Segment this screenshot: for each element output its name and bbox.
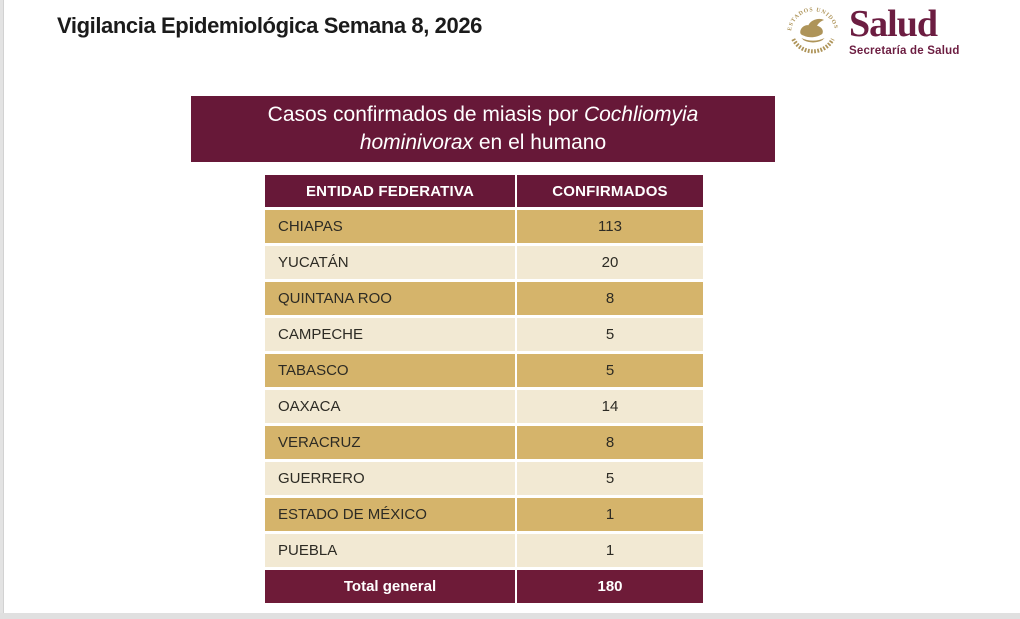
table-row: PUEBLA 1 xyxy=(265,534,703,567)
entity-cell: YUCATÁN xyxy=(265,246,515,279)
bottom-edge-strip xyxy=(0,613,1020,619)
confirmed-cell: 8 xyxy=(517,282,703,315)
entity-cell: CAMPECHE xyxy=(265,318,515,351)
confirmed-cell: 113 xyxy=(517,210,703,243)
entity-cell: GUERRERO xyxy=(265,462,515,495)
total-value-cell: 180 xyxy=(517,570,703,603)
confirmed-cell: 5 xyxy=(517,318,703,351)
table-row: CHIAPAS 113 xyxy=(265,210,703,243)
table-row: GUERRERO 5 xyxy=(265,462,703,495)
entity-cell: VERACRUZ xyxy=(265,426,515,459)
confirmed-cell: 1 xyxy=(517,534,703,567)
page-title: Vigilancia Epidemiológica Semana 8, 2026 xyxy=(57,13,483,38)
table-title-text: Casos confirmados de miasis por Cochliom… xyxy=(267,103,699,154)
entity-cell: ESTADO DE MÉXICO xyxy=(265,498,515,531)
table-row: YUCATÁN 20 xyxy=(265,246,703,279)
left-edge-strip xyxy=(0,0,4,619)
column-header-confirmados: CONFIRMADOS xyxy=(517,175,703,207)
entity-cell: CHIAPAS xyxy=(265,210,515,243)
cases-table: ENTIDAD FEDERATIVA CONFIRMADOS CHIAPAS 1… xyxy=(265,175,703,603)
salud-logo: ESTADOS UNIDOS MEXICANOS Salud Secretarí… xyxy=(784,2,960,60)
confirmed-cell: 14 xyxy=(517,390,703,423)
mexico-coat-of-arms-icon: ESTADOS UNIDOS MEXICANOS xyxy=(784,2,838,54)
table-row: CAMPECHE 5 xyxy=(265,318,703,351)
total-label-cell: Total general xyxy=(265,570,515,603)
confirmed-cell: 20 xyxy=(517,246,703,279)
entity-cell: PUEBLA xyxy=(265,534,515,567)
entity-cell: OAXACA xyxy=(265,390,515,423)
logo-text: Salud Secretaría de Salud xyxy=(849,2,960,57)
entity-cell: TABASCO xyxy=(265,354,515,387)
table-row: VERACRUZ 8 xyxy=(265,426,703,459)
table-row: QUINTANA ROO 8 xyxy=(265,282,703,315)
column-header-entidad: ENTIDAD FEDERATIVA xyxy=(265,175,515,207)
confirmed-cell: 5 xyxy=(517,462,703,495)
confirmed-cell: 1 xyxy=(517,498,703,531)
table-title-banner: Casos confirmados de miasis por Cochliom… xyxy=(191,96,775,162)
entity-cell: QUINTANA ROO xyxy=(265,282,515,315)
table-row: OAXACA 14 xyxy=(265,390,703,423)
table-total-row: Total general 180 xyxy=(265,570,703,603)
table-row: TABASCO 5 xyxy=(265,354,703,387)
confirmed-cell: 5 xyxy=(517,354,703,387)
logo-subtitle: Secretaría de Salud xyxy=(849,45,960,57)
confirmed-cell: 8 xyxy=(517,426,703,459)
table-header-row: ENTIDAD FEDERATIVA CONFIRMADOS xyxy=(265,175,703,207)
table-row: ESTADO DE MÉXICO 1 xyxy=(265,498,703,531)
logo-wordmark: Salud xyxy=(849,3,938,45)
